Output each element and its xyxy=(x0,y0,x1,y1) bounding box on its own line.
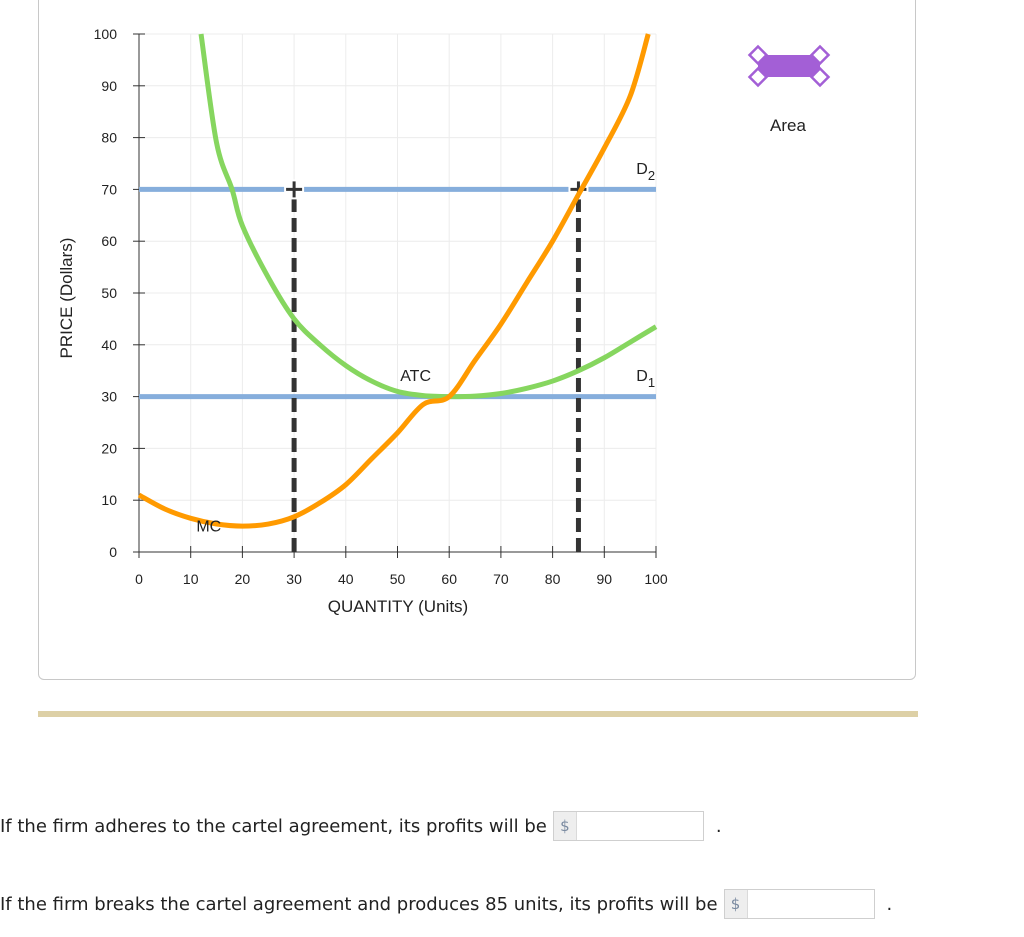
y-tick-label: 50 xyxy=(101,285,117,301)
y-tick-label: 70 xyxy=(101,181,117,197)
question-1-period: . xyxy=(715,815,722,837)
x-tick-label: 80 xyxy=(545,571,561,587)
series[interactable] xyxy=(137,33,658,552)
graph-panel xyxy=(38,0,916,680)
y-tick-label: 90 xyxy=(101,78,117,94)
area-tool[interactable]: Area xyxy=(747,44,831,135)
x-tick-label: 70 xyxy=(493,571,509,587)
x-tick-label: 40 xyxy=(338,571,354,587)
x-tick-label: 30 xyxy=(286,571,302,587)
area-icon-vertex[interactable] xyxy=(809,66,831,88)
currency-prefix: $ xyxy=(553,812,577,840)
axes: 0 10 20 30 40 50 60 70 80 90 100 0 10 20 30 40 50 60 70 80 9… xyxy=(94,26,668,587)
question-1-text: If the firm adheres to the cartel agreem… xyxy=(0,815,547,837)
area-icon-vertex[interactable] xyxy=(747,44,769,66)
y-tick-label: 40 xyxy=(101,337,117,353)
curve-label: D2 xyxy=(636,161,655,183)
curve-label-subscript: 2 xyxy=(648,168,655,183)
x-tick-label: 50 xyxy=(390,571,406,587)
x-tick-label: 100 xyxy=(644,571,668,587)
question-2-period: . xyxy=(886,893,893,915)
profit-adhere-field[interactable]: $ xyxy=(552,811,704,841)
y-tick-label: 80 xyxy=(101,130,117,146)
area-icon-fill[interactable] xyxy=(758,55,820,77)
curve-label: D1 xyxy=(636,368,655,390)
curve-label: ATC xyxy=(400,368,431,385)
y-tick-label: 100 xyxy=(94,26,118,42)
price-quantity-chart[interactable]: 0 10 20 30 40 50 60 70 80 90 100 0 10 20 30 40 50 60 70 80 9… xyxy=(0,0,1024,700)
x-tick-label: 60 xyxy=(441,571,457,587)
area-icon-vertex[interactable] xyxy=(809,44,831,66)
y-tick-label: 20 xyxy=(101,440,117,456)
grid xyxy=(139,33,657,552)
y-axis-title: PRICE (Dollars) xyxy=(57,238,76,359)
profit-break-field[interactable]: $ xyxy=(723,889,875,919)
x-tick-label: 90 xyxy=(597,571,613,587)
x-axis-title: QUANTITY (Units) xyxy=(328,597,468,616)
area-icon-vertex[interactable] xyxy=(747,66,769,88)
atc-curve[interactable] xyxy=(198,33,658,400)
x-tick-label: 20 xyxy=(235,571,251,587)
question-2: If the firm breaks the cartel agreement … xyxy=(0,889,892,919)
curve-label: MC xyxy=(196,518,221,535)
y-tick-label: 10 xyxy=(101,492,117,508)
y-tick-label: 0 xyxy=(109,544,117,560)
x-tick-label: 10 xyxy=(183,571,199,587)
question-2-text: If the firm breaks the cartel agreement … xyxy=(0,893,718,915)
profit-break-input[interactable] xyxy=(747,891,874,917)
currency-prefix: $ xyxy=(724,890,748,918)
curve-label-subscript: 1 xyxy=(648,375,655,390)
annotations: MC ATC D1 D2 xyxy=(196,161,655,535)
mc-curve[interactable] xyxy=(137,33,651,529)
section-divider xyxy=(38,711,918,717)
question-1: If the firm adheres to the cartel agreem… xyxy=(0,811,722,841)
area-tool-label: Area xyxy=(770,116,806,135)
y-tick-label: 60 xyxy=(101,233,117,249)
profit-adhere-input[interactable] xyxy=(576,813,703,839)
x-tick-label: 0 xyxy=(135,571,143,587)
y-tick-label: 30 xyxy=(101,389,117,405)
area-tool-icon[interactable] xyxy=(747,44,831,88)
